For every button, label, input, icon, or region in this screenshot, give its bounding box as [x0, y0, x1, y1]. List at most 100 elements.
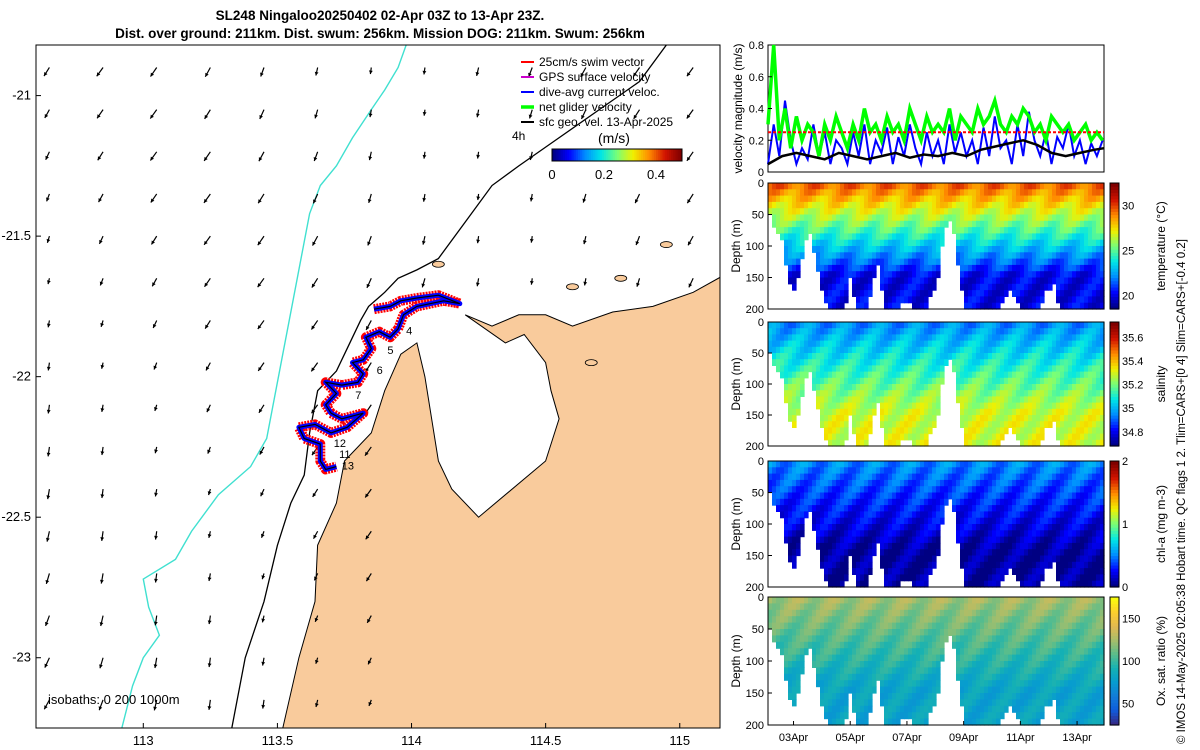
sfc-geo-arrowhead	[529, 238, 534, 243]
section-cell	[912, 524, 917, 531]
section-cell	[1080, 277, 1085, 285]
colorbar-cell	[645, 149, 648, 161]
section-colorbar-cell	[1110, 486, 1119, 490]
section-cell	[856, 580, 861, 588]
section-cell	[780, 635, 785, 643]
section-cell	[904, 195, 909, 203]
section-cell	[1020, 498, 1025, 506]
section-cell	[872, 252, 877, 260]
section-cell	[900, 505, 905, 512]
section-cell	[1024, 283, 1029, 291]
section-cell	[1096, 555, 1101, 563]
section-cell	[912, 340, 917, 348]
section-cell	[1036, 568, 1041, 575]
section-cell	[816, 377, 821, 385]
section-cell	[1024, 264, 1029, 272]
section-colorbar-cell	[1110, 322, 1119, 326]
section-cell	[848, 461, 853, 468]
section-cell	[1048, 195, 1053, 203]
section-cell	[980, 439, 985, 447]
section-cell	[1036, 561, 1041, 569]
section-cell	[984, 183, 989, 190]
section-cell	[840, 561, 845, 569]
section-cell	[1056, 461, 1061, 468]
section-cell	[904, 427, 909, 435]
sfc-geo-arrowhead	[204, 114, 209, 119]
section-cell	[1048, 517, 1053, 525]
section-cell	[952, 214, 957, 222]
section-cell	[968, 439, 973, 447]
section-cell	[1060, 555, 1065, 563]
section-cell	[924, 214, 929, 222]
section-cell	[1096, 542, 1101, 550]
section-cell	[812, 365, 817, 373]
section-cell	[992, 415, 997, 422]
section-cell	[1032, 195, 1037, 203]
section-cell	[860, 555, 865, 563]
section-cell	[1004, 421, 1009, 428]
section-cell	[924, 201, 929, 209]
section-cell	[1088, 408, 1093, 416]
section-cell	[976, 359, 981, 366]
section-cell	[932, 542, 937, 550]
section-cell	[828, 561, 833, 569]
section-cell	[1068, 568, 1073, 575]
section-cell	[1028, 517, 1033, 525]
section-cell	[852, 264, 857, 272]
section-cell	[932, 498, 937, 506]
sfc-geo-arrowhead	[150, 156, 155, 161]
section-cell	[880, 408, 885, 416]
section-cell	[1024, 408, 1029, 416]
section-cell	[840, 390, 845, 397]
section-cell	[916, 359, 921, 366]
section-cell	[896, 421, 901, 428]
section-cell	[1080, 290, 1085, 297]
section-cell	[932, 390, 937, 397]
section-cell	[980, 290, 985, 297]
section-cell	[884, 568, 889, 575]
section-cell	[1052, 371, 1057, 379]
section-cell	[984, 283, 989, 291]
section-cell	[956, 524, 961, 531]
section-cell	[928, 328, 933, 335]
section-cell	[844, 524, 849, 531]
section-cell	[904, 371, 909, 379]
section-cell	[872, 353, 877, 360]
section-cell	[1016, 246, 1021, 253]
section-cell	[796, 195, 801, 203]
section-cell	[784, 183, 789, 190]
section-cell	[984, 189, 989, 197]
section-cell	[932, 246, 937, 253]
section-cell	[796, 322, 801, 329]
section-cell	[988, 296, 993, 304]
section-cell	[1096, 328, 1101, 335]
section-cell	[1092, 536, 1097, 544]
section-cell	[1084, 334, 1089, 342]
sfc-geo-arrowhead	[366, 325, 370, 330]
section-cell	[984, 555, 989, 563]
section-cell	[964, 346, 969, 354]
section-cell	[1080, 433, 1085, 441]
section-cell	[992, 340, 997, 348]
section-cell	[960, 549, 965, 557]
section-cell	[936, 220, 941, 228]
sfc-geo-arrowhead	[205, 324, 209, 329]
section-cell	[908, 396, 913, 404]
section-cell	[820, 492, 825, 500]
section-cell	[916, 511, 921, 519]
section-cell	[984, 473, 989, 481]
section-cell	[1028, 536, 1033, 544]
section-cell	[916, 340, 921, 348]
section-cell	[1028, 580, 1033, 588]
section-cell	[1064, 396, 1069, 404]
section-cell	[884, 258, 889, 266]
section-cell	[768, 597, 773, 604]
section-cell	[1092, 346, 1097, 354]
section-cell	[860, 415, 865, 422]
section-cell	[1088, 530, 1093, 538]
section-cell	[868, 517, 873, 525]
section-cell	[956, 353, 961, 360]
section-cell	[916, 246, 921, 253]
section-cell	[936, 183, 941, 190]
